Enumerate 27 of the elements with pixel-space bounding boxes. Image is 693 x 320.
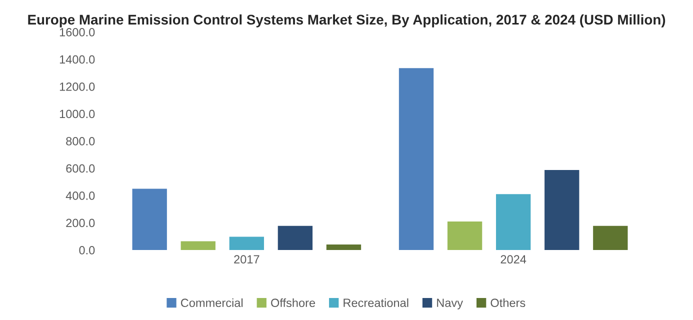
y-tick-label: 1000.0 (60, 110, 95, 118)
bar (180, 241, 216, 250)
y-tick-label: 1600.0 (60, 28, 95, 36)
bar (326, 244, 362, 250)
y-tick-label: 200.0 (66, 218, 95, 228)
chart-title: Europe Marine Emission Control Systems Market Size, By Application, 2017 & 2024 (USD Million) (28, 14, 666, 28)
legend-label: Others (490, 298, 526, 308)
x-tick-label: 2017 (234, 255, 260, 264)
legend-label: Offshore (271, 298, 316, 308)
y-tick-label: 0.0 (79, 246, 95, 254)
legend-label: Recreational (344, 298, 408, 308)
bar (447, 222, 482, 250)
y-tick-label: 1400.0 (60, 55, 95, 64)
y-tick-label: 800.0 (66, 137, 95, 146)
bar (496, 194, 531, 250)
legend-label: Navy (437, 298, 464, 310)
bar (593, 226, 628, 250)
x-tick-label: 2024 (500, 255, 526, 264)
bar (544, 170, 580, 250)
bar (398, 68, 434, 250)
bar (132, 188, 167, 250)
y-tick-label: 1200.0 (60, 82, 95, 91)
y-tick-label: 600.0 (66, 164, 95, 173)
legend-label: Commercial (180, 298, 243, 308)
bar (229, 236, 264, 250)
y-tick-label: 400.0 (66, 192, 95, 200)
bar (278, 226, 313, 250)
